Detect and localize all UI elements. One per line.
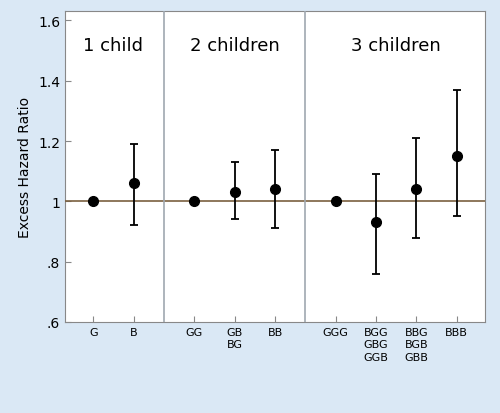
Text: 3 children: 3 children — [352, 36, 441, 55]
Text: 1 child: 1 child — [84, 36, 144, 55]
Y-axis label: Excess Hazard Ratio: Excess Hazard Ratio — [18, 97, 32, 237]
Text: 2 children: 2 children — [190, 36, 280, 55]
